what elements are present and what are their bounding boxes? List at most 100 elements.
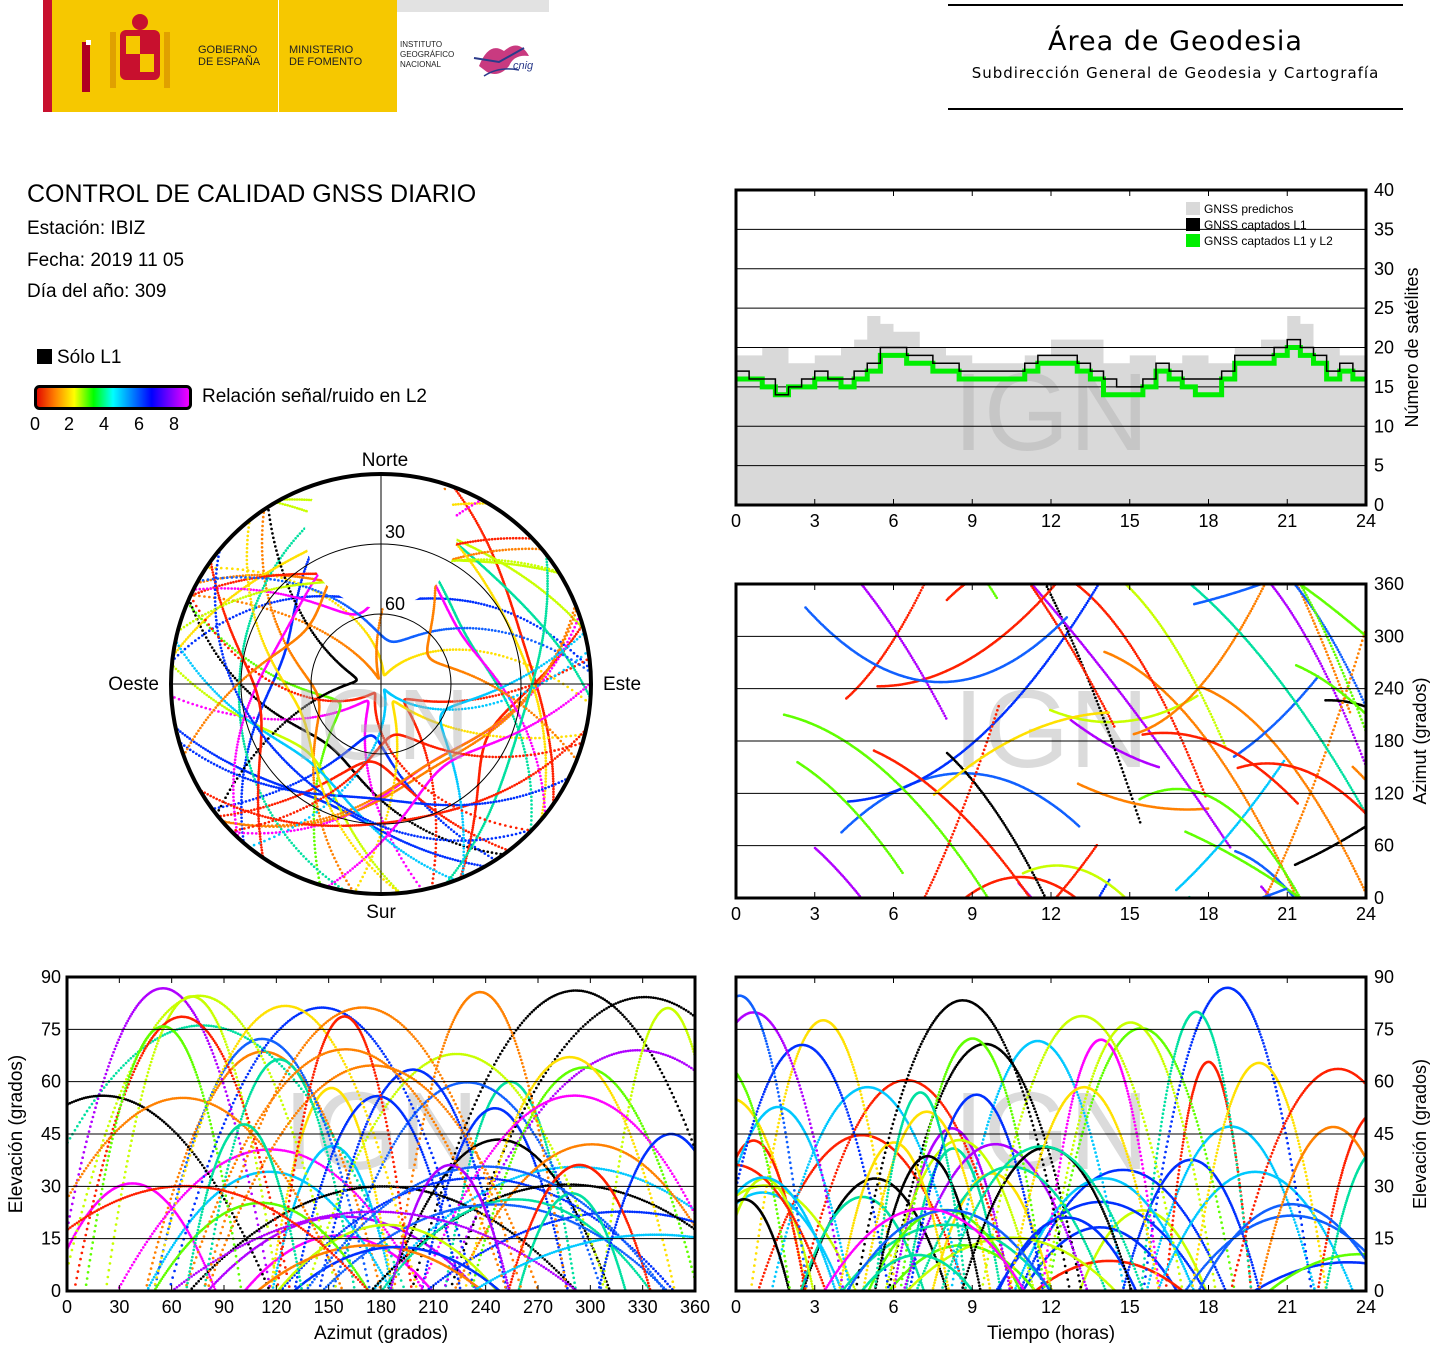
legend-label: GNSS predichos [1204, 202, 1293, 216]
elevation-azimuth-chart: IGN 0 30 60 90 120 150 180 210 240 270 300 330 360 0 15… [6, 967, 710, 1344]
x-tick-label: 270 [523, 1297, 553, 1317]
y-tick-label: 240 [1374, 679, 1404, 699]
y-tick-label: 45 [1374, 1124, 1394, 1144]
y-tick-label: 75 [41, 1019, 61, 1039]
x-tick-label: 9 [967, 904, 977, 922]
y-tick-label: 15 [1374, 1229, 1394, 1249]
elaz-track [304, 1165, 665, 1291]
x-tick-label: 240 [471, 1297, 501, 1317]
elaz-track [410, 989, 695, 1291]
sky-horizon [169, 472, 593, 896]
elaz-track [152, 1004, 418, 1291]
y-tick-label: 180 [1374, 731, 1404, 751]
elaz-track [184, 1123, 303, 1291]
y-tick-label: 30 [1374, 259, 1394, 279]
elt-track [1253, 1261, 1366, 1291]
elaz-track [600, 1006, 695, 1291]
x-tick-label: 24 [1356, 904, 1376, 922]
legend-label: GNSS captados L1 [1204, 218, 1307, 232]
ign-watermark: IGN [953, 351, 1149, 474]
elt-track [736, 1198, 791, 1291]
doy-label: Día del año: 309 [27, 281, 167, 302]
x-tick-label: 3 [810, 904, 820, 922]
ign-watermark: IGN [283, 1070, 479, 1193]
elt-track [902, 1142, 1088, 1291]
elt-track [1197, 1202, 1366, 1291]
y-tick-label: 45 [41, 1124, 61, 1144]
x-tick-label: 18 [1198, 1297, 1218, 1317]
elaz-track [256, 1244, 484, 1291]
legend-l1-label: Sólo L1 [57, 347, 122, 368]
area-title: Área de Geodesia [1048, 26, 1303, 57]
elaz-track [389, 1163, 511, 1291]
compass-south: Sur [366, 902, 396, 923]
x-tick-label: 18 [1198, 511, 1218, 531]
elaz-track [425, 1210, 695, 1291]
x-tick-label: 24 [1356, 511, 1376, 531]
azimuth-track [1076, 782, 1210, 811]
coat-of-arms-icon [82, 14, 170, 92]
elt-track [873, 1091, 967, 1291]
legend-swatch [1186, 234, 1200, 247]
compass-north: Norte [362, 450, 408, 471]
x-tick-label: 0 [62, 1297, 72, 1317]
x-axis-label: Azimut (grados) [314, 1323, 448, 1344]
snr-label: Relación señal/ruido en L2 [202, 386, 427, 407]
elaz-track [152, 1201, 369, 1291]
elt-track [860, 1253, 974, 1291]
y-tick-label: 60 [1374, 1072, 1394, 1092]
elt-track [980, 1014, 1184, 1291]
elaz-track [276, 1223, 498, 1291]
elaz-track [183, 1048, 507, 1291]
x-tick-label: 21 [1277, 1297, 1297, 1317]
x-tick-label: 21 [1277, 511, 1297, 531]
y-axis-label: Elevación (grados) [1410, 1059, 1430, 1209]
x-tick-label: 6 [888, 904, 898, 922]
flag-red-stripe [43, 0, 52, 112]
y-tick-label: 90 [1374, 967, 1394, 987]
y-tick-label: 90 [41, 967, 61, 987]
legend-swatch [1186, 202, 1200, 215]
azimuth-track [1132, 584, 1367, 899]
azimuth-track [782, 584, 999, 899]
y-axis-label: Azimut (grados) [1410, 677, 1430, 804]
elt-track [1164, 1060, 1253, 1291]
azimuth-track [1293, 824, 1368, 867]
y-tick-label: 5 [1374, 456, 1384, 476]
x-tick-label: 3 [810, 1297, 820, 1317]
x-tick-label: 0 [731, 904, 741, 922]
snr-tick: 8 [169, 414, 180, 434]
snr-tick: 6 [134, 414, 145, 434]
y-tick-label: 30 [41, 1176, 61, 1196]
x-tick-label: 180 [366, 1297, 396, 1317]
azimuth-track [1232, 675, 1320, 758]
station-label: Estación: IBIZ [27, 218, 146, 239]
elaz-track [116, 1148, 424, 1291]
snr-tick: 0 [30, 414, 41, 434]
elaz-track [471, 1233, 695, 1291]
series-predicted-base [736, 379, 1366, 505]
elaz-track [170, 1210, 577, 1291]
azimuth-track [1324, 699, 1367, 708]
elt-track [940, 1145, 1144, 1291]
elt-track [996, 1216, 1137, 1291]
x-tick-label: 15 [1120, 904, 1140, 922]
elt-track [1268, 1252, 1366, 1291]
elt-track [1007, 1085, 1160, 1291]
elaz-tracks [67, 987, 695, 1291]
ring-label: 30 [385, 522, 405, 542]
elaz-track [202, 1058, 356, 1291]
y-tick-label: 0 [1374, 495, 1384, 515]
azimuth-track [945, 582, 1142, 897]
compass-east: Este [603, 674, 641, 695]
x-tick-label: 12 [1041, 1297, 1061, 1317]
l1-swatch [37, 349, 52, 364]
azimuth-track [1193, 582, 1288, 899]
y-tick-label: 25 [1374, 298, 1394, 318]
elt-track [1257, 1125, 1366, 1291]
x-tick-label: 210 [418, 1297, 448, 1317]
azimuth-track [796, 760, 904, 875]
elt-track [736, 1191, 843, 1291]
